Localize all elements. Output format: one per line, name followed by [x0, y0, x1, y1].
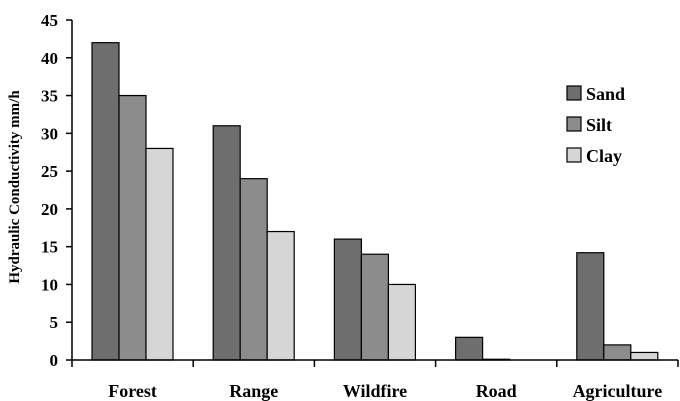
legend-swatch: [566, 116, 582, 132]
x-category-label: Wildfire: [343, 381, 407, 401]
bar-silt-agriculture: [603, 344, 632, 361]
y-tick-label: 0: [50, 351, 59, 370]
x-axis-ticks: [71, 360, 679, 367]
x-category-label: Forest: [108, 381, 157, 401]
legend-label: Silt: [586, 115, 612, 135]
bar-clay-wildfire: [387, 283, 416, 361]
y-tick-label: 10: [41, 275, 58, 294]
x-category-label: Agriculture: [573, 381, 663, 401]
bar-sand-road: [455, 336, 484, 361]
bar-clay-forest: [145, 147, 174, 361]
legend-swatch: [566, 147, 582, 163]
category-labels: Forest Range Wildfire Road Agriculture: [108, 381, 662, 401]
legend-label: Clay: [586, 146, 622, 166]
bar-sand-agriculture: [576, 252, 605, 361]
x-category-label: Road: [476, 381, 517, 401]
y-tick-label: 5: [50, 313, 59, 332]
y-axis-label: Hydraulic Conductivity mm/h: [7, 90, 23, 284]
bar-sand-forest: [91, 42, 120, 361]
y-tick-label: 30: [41, 124, 58, 143]
bars: [91, 42, 659, 361]
y-tick-label: 20: [41, 200, 58, 219]
bar-silt-forest: [118, 94, 147, 361]
bar-sand-wildfire: [333, 238, 362, 361]
legend: Sand Silt Clay: [566, 84, 625, 166]
bar-sand-range: [212, 125, 241, 361]
x-category-label: Range: [229, 381, 278, 401]
legend-label: Sand: [586, 84, 625, 104]
y-tick-label: 45: [41, 11, 58, 30]
legend-swatch: [566, 85, 582, 101]
bar-clay-range: [266, 230, 295, 361]
y-tick-label: 35: [41, 87, 58, 106]
y-tick-label: 15: [41, 238, 58, 257]
bar-silt-wildfire: [360, 253, 389, 361]
y-tick-label: 40: [41, 49, 58, 68]
bar-clay-agriculture: [630, 351, 659, 361]
y-axis-ticks: 0 5 10 15 20 25 30 35 40 45: [41, 11, 72, 370]
bar-silt-range: [239, 178, 268, 361]
y-tick-label: 25: [41, 162, 58, 181]
